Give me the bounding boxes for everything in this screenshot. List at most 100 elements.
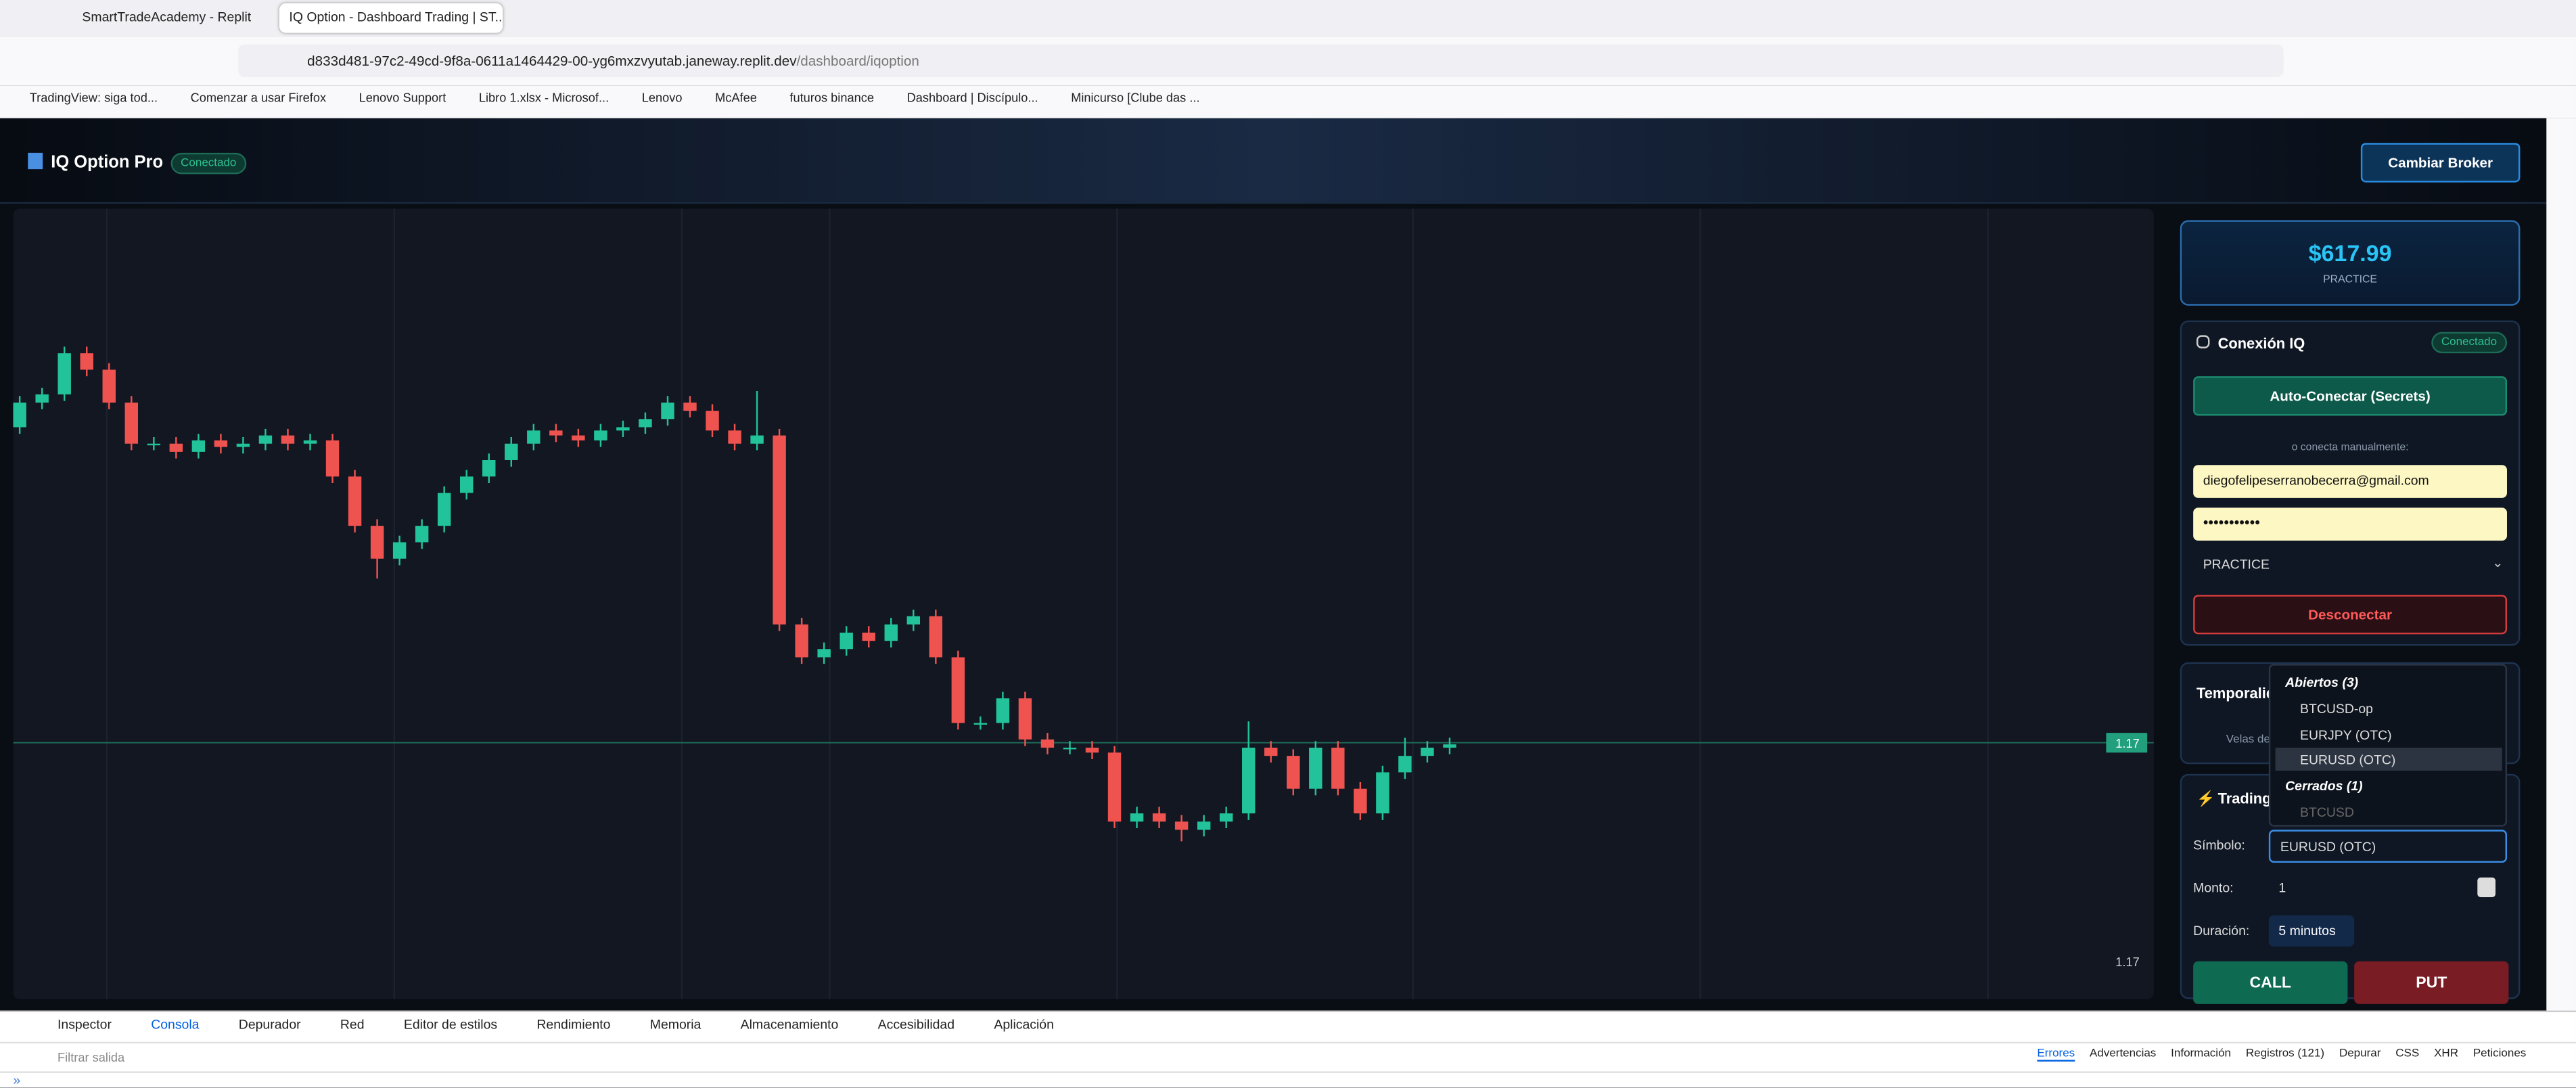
devtools-tab[interactable]: Editor de estilos [403, 1017, 498, 1033]
filter-input[interactable]: Filtrar salida [57, 1049, 125, 1065]
duration-select[interactable]: 5 minutos [2268, 915, 2355, 947]
bookmarks-bar: TradingView: siga tod... Comenzar a usar … [0, 85, 2576, 118]
auto-connect-button[interactable]: Auto-Conectar (Secrets) [2193, 376, 2507, 416]
connection-title: Conexión IQ [2217, 335, 2305, 352]
url-bar[interactable]: d833d481-97c2-49cd-9f8a-0611a1464429-00-… [238, 44, 2284, 78]
bookmark[interactable]: TradingView: siga tod... [29, 90, 158, 106]
select-arrow: ⌄ [2492, 555, 2504, 570]
broker-button[interactable]: Cambiar Broker [2360, 143, 2521, 183]
symbol-select[interactable]: EURUSD (OTC) [2268, 830, 2507, 863]
candle-body [258, 435, 273, 444]
candle-body [862, 632, 875, 641]
balance-amount: $617.99 [2308, 240, 2392, 267]
devtools-tab[interactable]: Depurador [238, 1017, 301, 1033]
dropdown-option[interactable]: BTCUSD-op [2299, 701, 2373, 717]
status-badge: Conectado [170, 152, 246, 175]
amount-input[interactable]: 1 [2268, 872, 2507, 904]
candle-body [1354, 788, 1367, 814]
candle-body [728, 430, 741, 444]
candle-body [214, 440, 228, 447]
candle-body [325, 440, 340, 477]
console-filter[interactable]: Registros (121) [2245, 1048, 2325, 1060]
symbol-dropdown: Abiertos (3) Cerrados (1) BTCUSD-op EURJP… [2268, 664, 2507, 827]
link-icon [2196, 335, 2210, 348]
password-input[interactable]: ••••••••••• [2193, 507, 2507, 541]
account-select[interactable]: PRACTICE [2193, 550, 2507, 581]
bookmark[interactable]: McAfee [715, 90, 757, 106]
candle-body [1443, 744, 1456, 748]
bookmark[interactable]: futuros binance [789, 90, 874, 106]
symbol-label: Símbolo: [2193, 838, 2245, 853]
candle-body [1063, 747, 1077, 750]
spinner[interactable] [2477, 877, 2496, 897]
console-filter[interactable]: Advertencias [2090, 1048, 2157, 1060]
open-header: Abiertos (3) [2285, 675, 2359, 690]
closed-header: Cerrados (1) [2285, 779, 2363, 794]
candle-body [906, 616, 920, 625]
timeframe-subtitle: Velas de [2226, 734, 2270, 746]
email-input[interactable]: diegofelipeserranobecerra@gmail.com [2193, 465, 2507, 498]
price-label-bg [2106, 733, 2148, 753]
devtools-tab[interactable]: Consola [151, 1017, 200, 1033]
candle-body [102, 369, 116, 403]
tab[interactable]: SmartTradeAcademy - Replit [82, 9, 252, 25]
console-filter[interactable]: Peticiones [2472, 1048, 2527, 1060]
console-filter[interactable]: CSS [2395, 1048, 2420, 1060]
grid [106, 208, 1989, 999]
chart-panel: 1.17 1.17 [13, 208, 2154, 999]
console-prompt[interactable]: » [13, 1072, 21, 1088]
call-button[interactable]: CALL [2193, 961, 2348, 1004]
axis-label: 1.17 [2115, 955, 2139, 969]
dropdown-option[interactable]: EURJPY (OTC) [2299, 727, 2392, 742]
candle-body [951, 657, 965, 723]
console-filter[interactable]: Depurar [2339, 1048, 2381, 1060]
duration-label: Duración: [2193, 923, 2250, 938]
bookmark[interactable]: Dashboard | Discípulo... [906, 90, 1038, 106]
bookmark[interactable]: Libro 1.xlsx - Microsof... [478, 90, 610, 106]
candle-body [124, 402, 138, 444]
bookmark[interactable]: Minicurso [Clube das ... [1071, 90, 1200, 106]
candle-body [572, 435, 585, 440]
console-filter[interactable]: Errores [2037, 1048, 2075, 1062]
candle-body [884, 624, 898, 641]
candle-body [505, 443, 518, 460]
candle-body [1040, 739, 1055, 748]
candle-body [817, 649, 831, 658]
put-button[interactable]: PUT [2354, 961, 2509, 1004]
devtools-tab[interactable]: Almacenamiento [740, 1017, 839, 1033]
candle-body [1398, 756, 1412, 773]
candle-body [303, 440, 317, 444]
disconnect-button[interactable]: Desconectar [2193, 595, 2507, 635]
candle-body [1018, 698, 1032, 740]
devtools-tab[interactable]: Rendimiento [536, 1017, 611, 1033]
candle-body [549, 430, 563, 436]
devtools-tab[interactable]: Accesibilidad [877, 1017, 955, 1033]
trading-title: Trading [2217, 790, 2272, 807]
candle-body [1174, 821, 1189, 830]
bookmark[interactable]: Lenovo [641, 90, 683, 106]
candle-body [35, 394, 49, 403]
candle-body [1376, 772, 1389, 814]
devtools-tab[interactable]: Red [340, 1017, 365, 1033]
candle-body [1287, 756, 1300, 789]
devtools-tab[interactable]: Memoria [649, 1017, 702, 1033]
active-tab[interactable]: IQ Option - Dashboard Trading | ST... [279, 3, 503, 33]
devtools-tab[interactable]: Inspector [57, 1017, 112, 1033]
divider [0, 1071, 2576, 1073]
dropdown-option[interactable]: EURUSD (OTC) [2299, 752, 2396, 768]
candle-body [437, 493, 451, 526]
bookmark[interactable]: Comenzar a usar Firefox [190, 90, 327, 106]
candle-body [482, 459, 496, 477]
candle-body [1152, 813, 1166, 822]
devtools-tab[interactable]: Aplicación [994, 1017, 1054, 1033]
price-label: 1.17 [2115, 737, 2139, 750]
bookmark[interactable]: Lenovo Support [359, 90, 446, 106]
candle-body [370, 526, 384, 559]
console-filter[interactable]: XHR [2434, 1048, 2458, 1060]
candle-body [191, 440, 206, 452]
selected-highlight [2275, 747, 2502, 771]
console-filter[interactable]: Información [2171, 1048, 2231, 1060]
